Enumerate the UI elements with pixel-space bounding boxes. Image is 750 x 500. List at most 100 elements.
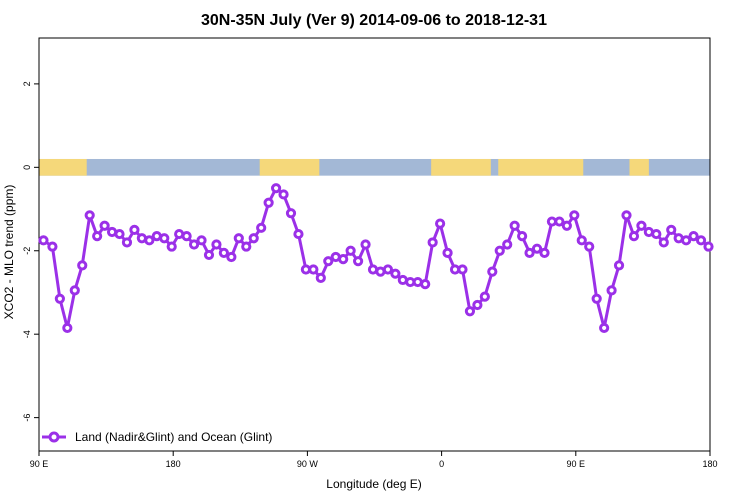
data-point bbox=[129, 224, 140, 235]
data-point bbox=[524, 247, 535, 258]
x-tick-label: 180 bbox=[702, 459, 717, 469]
data-point bbox=[502, 239, 513, 250]
data-point bbox=[531, 243, 543, 254]
data-point bbox=[509, 220, 520, 231]
data-point bbox=[188, 239, 200, 250]
y-tick-label: -4 bbox=[22, 330, 32, 338]
data-point bbox=[285, 208, 297, 219]
data-point bbox=[352, 256, 364, 267]
data-point bbox=[308, 264, 319, 275]
series-line bbox=[42, 186, 710, 330]
x-tick-label: 90 W bbox=[297, 459, 319, 469]
data-point bbox=[270, 183, 282, 194]
data-point bbox=[345, 245, 356, 256]
land-band-segment bbox=[39, 158, 87, 176]
x-tick-label: 0 bbox=[439, 459, 444, 469]
x-tick-label: 180 bbox=[166, 459, 181, 469]
x-tick-label: 90 E bbox=[30, 459, 49, 469]
x-tick-label: 90 E bbox=[567, 459, 586, 469]
data-point bbox=[390, 268, 401, 279]
legend: Land (Nadir&Glint) and Ocean (Glint) bbox=[42, 430, 272, 444]
data-point bbox=[621, 210, 632, 221]
data-point bbox=[591, 293, 602, 304]
land-band-segment bbox=[629, 158, 649, 176]
plot-frame bbox=[38, 37, 711, 452]
data-point bbox=[196, 235, 207, 246]
data-point bbox=[613, 260, 625, 271]
data-point bbox=[166, 241, 177, 252]
data-point bbox=[62, 322, 73, 334]
series-layer bbox=[38, 183, 714, 334]
land-band-segment bbox=[498, 158, 584, 176]
data-point bbox=[293, 228, 304, 240]
data-point bbox=[241, 241, 252, 252]
data-point bbox=[248, 233, 259, 244]
y-axis-title: XCO2 - MLO trend (ppm) bbox=[2, 185, 16, 320]
data-point bbox=[681, 235, 692, 246]
data-point bbox=[323, 256, 334, 267]
data-point bbox=[99, 220, 110, 231]
data-point bbox=[628, 231, 640, 242]
data-point bbox=[181, 231, 192, 242]
y-tick-label: 2 bbox=[22, 81, 32, 86]
data-point bbox=[114, 228, 125, 240]
ocean-band bbox=[39, 158, 710, 176]
axes: 90 E 180 90 W 0 90 E 180 2 0 -2 -4 -6 bbox=[22, 81, 718, 469]
data-point bbox=[315, 272, 326, 283]
data-point bbox=[688, 231, 699, 242]
data-point bbox=[569, 210, 580, 221]
data-point bbox=[427, 237, 438, 248]
data-point bbox=[472, 299, 483, 311]
data-point bbox=[278, 189, 289, 200]
data-point bbox=[233, 233, 244, 244]
data-point bbox=[658, 237, 669, 248]
land-band-segment bbox=[431, 158, 491, 176]
data-point bbox=[494, 245, 505, 256]
data-point bbox=[479, 291, 490, 302]
y-tick-label: -6 bbox=[22, 414, 32, 422]
data-point bbox=[442, 247, 453, 258]
data-point bbox=[159, 233, 170, 244]
data-point bbox=[256, 222, 267, 233]
data-point bbox=[338, 254, 349, 265]
data-point bbox=[218, 247, 229, 258]
data-point bbox=[92, 231, 103, 242]
data-point bbox=[584, 241, 595, 252]
data-point bbox=[203, 249, 215, 261]
data-point bbox=[606, 285, 617, 296]
x-axis-title: Longitude (deg E) bbox=[326, 477, 421, 491]
chart-title: 30N-35N July (Ver 9) 2014-09-06 to 2018-… bbox=[201, 12, 547, 29]
data-point bbox=[47, 241, 58, 252]
data-point bbox=[121, 237, 133, 248]
data-point bbox=[703, 241, 714, 252]
data-point bbox=[435, 218, 446, 229]
data-point bbox=[599, 322, 610, 334]
data-point bbox=[54, 293, 65, 304]
data-point bbox=[144, 235, 155, 246]
data-point bbox=[636, 220, 647, 231]
data-point bbox=[457, 264, 468, 275]
data-point bbox=[561, 220, 572, 231]
data-point bbox=[651, 228, 662, 240]
data-point bbox=[517, 231, 528, 242]
data-point bbox=[263, 197, 274, 208]
data-point bbox=[576, 235, 587, 246]
data-point bbox=[38, 235, 49, 246]
data-point bbox=[360, 239, 371, 250]
data-point bbox=[666, 224, 677, 235]
legend-marker-swatch bbox=[48, 431, 60, 443]
data-point bbox=[539, 247, 550, 258]
data-point bbox=[487, 266, 498, 277]
data-point bbox=[226, 251, 237, 263]
data-point bbox=[84, 210, 95, 221]
data-point bbox=[382, 264, 394, 275]
y-tick-label: -2 bbox=[22, 247, 32, 255]
data-point bbox=[420, 279, 431, 290]
data-point bbox=[695, 235, 707, 246]
surface-type-band bbox=[39, 158, 710, 176]
data-point bbox=[464, 306, 476, 317]
data-point bbox=[554, 216, 565, 227]
data-point bbox=[69, 285, 80, 296]
data-point bbox=[211, 239, 222, 250]
